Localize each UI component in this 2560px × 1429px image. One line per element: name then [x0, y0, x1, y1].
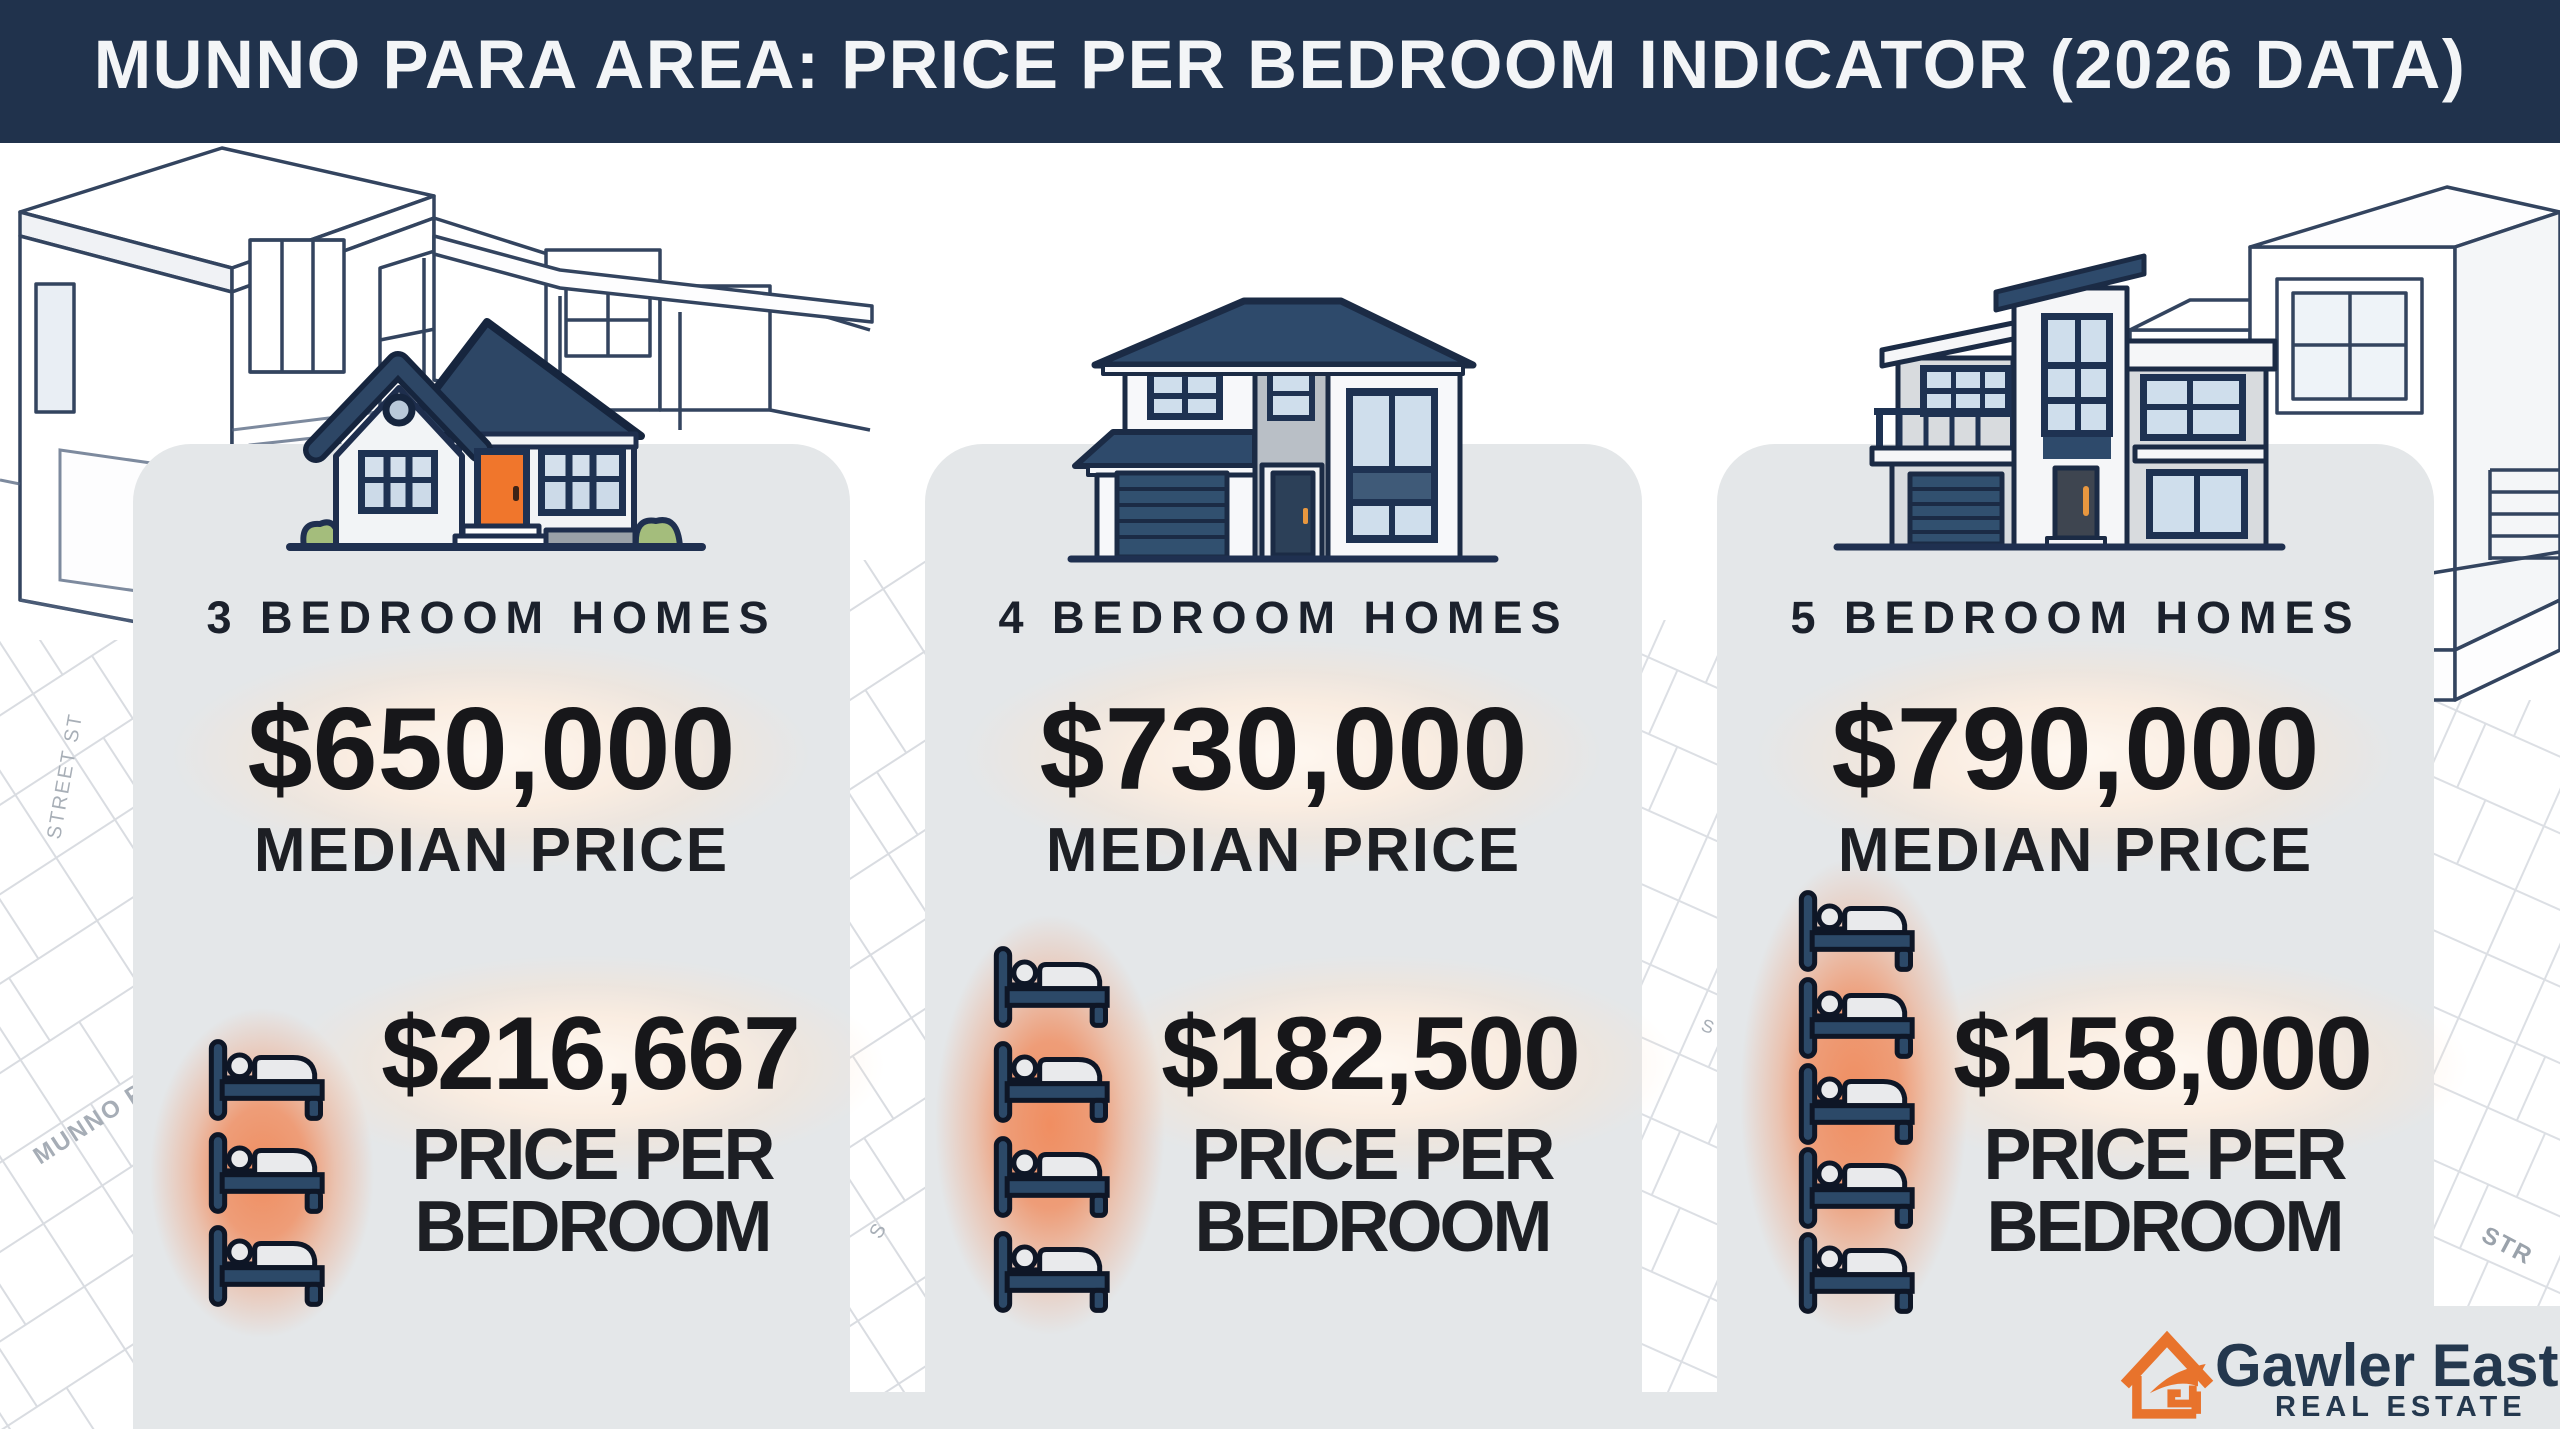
svg-text:REAL ESTATE: REAL ESTATE [2275, 1391, 2527, 1423]
svg-text:.: . [2470, 168, 2476, 190]
svg-text:Gawler East: Gawler East [2215, 1332, 2559, 1399]
